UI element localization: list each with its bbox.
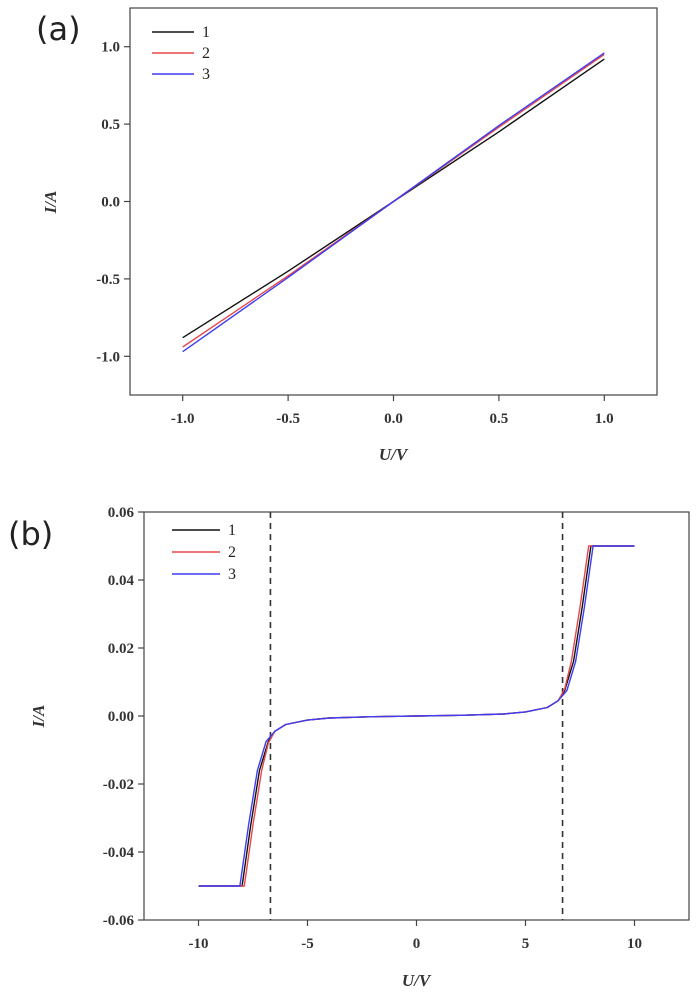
x-tick-label-a-4: 1.0	[595, 411, 614, 427]
series-line-b-3	[198, 545, 635, 887]
legend-label-a-2: 2	[202, 45, 210, 62]
legend-b: 1 2 3	[172, 522, 236, 583]
x-tick-label-b-1: -5	[301, 936, 314, 952]
x-tick-label-a-1: -0.5	[276, 411, 300, 427]
series-group-b	[198, 545, 635, 887]
y-tick-label-b-3: 0.00	[108, 709, 134, 725]
x-axis-label-b: U/V	[402, 971, 432, 990]
y-tick-label-b-1: -0.04	[103, 845, 135, 861]
x-tick-label-b-2: 0	[413, 936, 421, 952]
chart-panel-a: (a) -1.0 -0.5 0.0 0.5 1.0 -1.0 -0.5 0.0 0.5 1.0 1…	[36, 7, 658, 464]
legend-label-b-2: 2	[228, 544, 236, 561]
y-axis-label-a: I/A	[41, 191, 60, 215]
x-tick-label-a-2: 0.0	[384, 411, 403, 427]
x-axis-label-a: U/V	[379, 445, 409, 464]
legend-label-b-1: 1	[228, 522, 236, 539]
y-tick-label-a-1: -0.5	[96, 272, 120, 288]
chart-panel-b: (b) -10 -5 0 5 10 -0.06 -0.04 -0.02 0.00 0.02 0.04…	[8, 505, 690, 990]
x-tick-label-b-4: 10	[627, 936, 642, 952]
panel-letter-a: (a)	[36, 10, 81, 48]
y-tick-label-b-2: -0.02	[103, 777, 134, 793]
axis-ticks-a: -1.0 -0.5 0.0 0.5 1.0 -1.0 -0.5 0.0 0.5 1.0	[96, 40, 613, 427]
x-tick-label-a-0: -1.0	[171, 411, 195, 427]
y-axis-label-b: I/A	[29, 705, 48, 729]
y-tick-label-b-4: 0.02	[108, 641, 134, 657]
series-line-a-3	[182, 52, 605, 353]
y-tick-label-b-6: 0.06	[108, 505, 135, 521]
legend-label-b-3: 3	[228, 566, 236, 583]
y-tick-label-a-4: 1.0	[101, 40, 120, 56]
series-group-a	[182, 52, 605, 353]
legend-label-a-3: 3	[202, 66, 210, 83]
legend-label-a-1: 1	[202, 24, 210, 41]
y-tick-label-a-0: -1.0	[96, 349, 120, 365]
y-tick-label-a-2: 0.0	[101, 195, 120, 211]
y-tick-label-a-3: 0.5	[101, 117, 120, 133]
y-tick-label-b-0: -0.06	[103, 913, 135, 929]
x-tick-label-b-3: 5	[522, 936, 530, 952]
panel-letter-b: (b)	[8, 515, 53, 553]
x-tick-label-a-3: 0.5	[490, 411, 509, 427]
y-tick-label-b-5: 0.04	[108, 573, 135, 589]
vertical-markers-b	[269, 512, 564, 920]
axis-ticks-b: -10 -5 0 5 10 -0.06 -0.04 -0.02 0.00 0.02 0.04 0.06	[103, 505, 642, 952]
x-tick-label-b-0: -10	[189, 936, 209, 952]
series-line-a-1	[182, 58, 605, 339]
legend-a: 1 2 3	[152, 24, 210, 83]
